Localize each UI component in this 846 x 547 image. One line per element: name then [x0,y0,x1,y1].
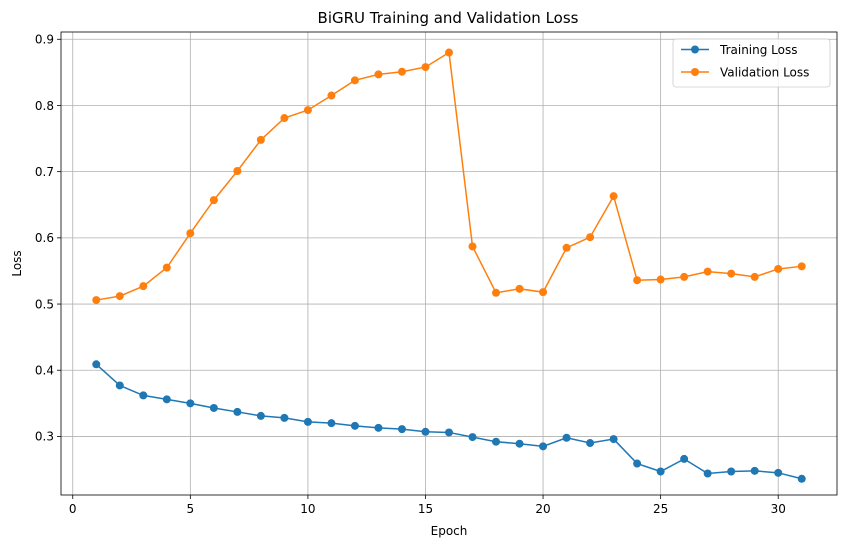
x-tick-label: 0 [69,502,77,516]
validation-loss-point [633,276,642,285]
validation-loss-point [750,272,759,281]
validation-loss-point [139,282,148,291]
validation-loss-point [397,67,406,76]
training-loss-point [750,466,759,475]
x-tick-label: 25 [653,502,668,516]
validation-loss-point [586,233,595,242]
legend-swatch-marker-training [691,45,699,54]
training-loss-point [115,381,124,390]
training-loss-point [468,433,477,442]
validation-loss-point [303,106,312,115]
training-loss-point [609,435,618,444]
validation-loss-point [92,296,101,305]
x-tick-label: 5 [187,502,195,516]
validation-loss-line [96,51,802,301]
training-loss-point [186,399,195,408]
training-loss-point [303,417,312,426]
validation-loss-point [609,192,618,201]
training-loss-point [797,474,806,483]
training-loss-point [209,403,218,412]
training-loss-point [350,421,359,430]
training-loss-point [374,423,383,432]
training-loss-point [515,439,524,448]
training-loss-point [562,433,571,442]
training-loss-point [445,428,453,437]
training-loss-point [327,419,336,428]
validation-loss-point [656,275,665,284]
y-tick-label: 0.6 [35,231,54,245]
training-loss-point [162,395,171,404]
training-loss-point [397,425,406,434]
y-tick-label: 0.7 [35,165,54,179]
validation-loss-point [256,135,265,144]
validation-loss-point [209,196,218,205]
validation-loss-point [703,267,712,276]
y-axis-ticks: 0.3 0.4 0.5 0.6 0.7 0.8 0.9 [35,33,61,444]
legend-box [672,38,831,88]
validation-loss-point [327,91,336,100]
validation-loss-point [115,292,124,301]
training-loss-point [421,427,430,436]
validation-loss-point [374,70,383,79]
validation-loss-point [774,264,783,273]
training-loss-point [256,411,265,420]
x-tick-label: 15 [418,502,433,516]
plot-area-frame [60,31,838,496]
validation-loss-point [539,288,548,297]
training-loss-point [703,469,712,478]
validation-loss-point [445,48,453,57]
validation-loss-point [280,114,289,123]
validation-loss-point [350,76,359,85]
training-loss-point [680,454,689,463]
x-tick-label: 30 [771,502,786,516]
training-loss-point [774,468,783,477]
training-loss-point [539,442,548,451]
training-loss-point [492,437,501,446]
x-tick-label: 20 [535,502,550,516]
x-axis-ticks: 0 5 10 15 20 25 30 [69,495,786,516]
training-loss-point [586,439,595,448]
y-tick-label: 0.9 [35,33,54,47]
legend: Training Loss Validation Loss [672,38,831,88]
training-loss-line [95,363,802,480]
validation-loss-point [515,284,524,293]
series-group [92,48,806,483]
legend-label-validation: Validation Loss [720,66,809,80]
y-tick-label: 0.5 [35,297,54,311]
validation-loss-point [727,269,736,278]
chart-title: BiGRU Training and Validation Loss [318,9,579,27]
validation-loss-point [797,262,806,271]
grid-lines [61,32,837,495]
validation-loss-point [162,263,171,272]
y-tick-label: 0.8 [35,99,54,113]
training-loss-point [92,360,101,369]
y-axis-label: Loss [10,250,24,276]
validation-loss-point [233,166,242,175]
validation-loss-point [421,63,430,72]
training-loss-point [233,407,242,416]
legend-swatch-marker-validation [691,68,699,76]
validation-loss-point [562,243,571,252]
legend-label-training: Training Loss [719,43,797,57]
validation-loss-point [186,229,195,238]
x-tick-label: 10 [300,502,315,516]
training-loss-point [633,459,642,468]
validation-loss-point [492,288,501,297]
validation-loss-point [680,272,689,281]
training-loss-point [656,467,665,476]
training-loss-point [139,391,148,400]
training-loss-point [727,467,736,476]
training-loss-point [280,413,289,422]
validation-loss-point [468,242,477,251]
x-axis-label: Epoch [431,524,468,538]
y-tick-label: 0.4 [35,364,54,378]
y-tick-label: 0.3 [35,430,54,444]
